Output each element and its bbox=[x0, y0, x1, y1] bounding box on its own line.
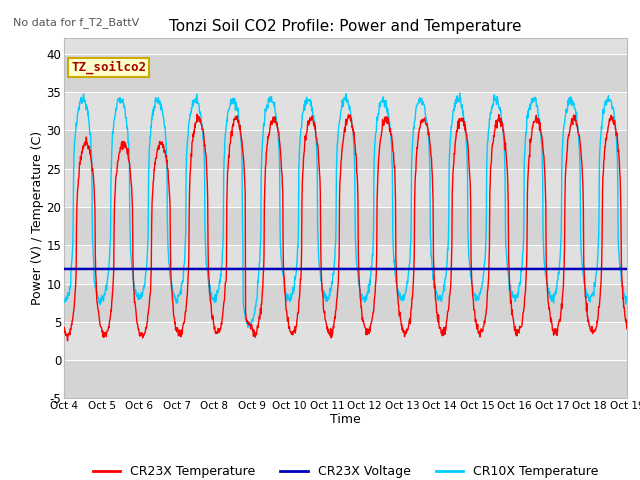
Bar bbox=[64, 360, 627, 398]
Bar bbox=[64, 54, 627, 92]
Y-axis label: Power (V) / Temperature (C): Power (V) / Temperature (C) bbox=[31, 132, 44, 305]
Bar bbox=[64, 207, 627, 245]
Title: Tonzi Soil CO2 Profile: Power and Temperature: Tonzi Soil CO2 Profile: Power and Temper… bbox=[170, 20, 522, 35]
Bar bbox=[64, 284, 627, 322]
Text: TZ_soilco2: TZ_soilco2 bbox=[71, 61, 147, 74]
X-axis label: Time: Time bbox=[330, 413, 361, 426]
Text: No data for f_T2_BattV: No data for f_T2_BattV bbox=[13, 17, 139, 28]
Bar bbox=[64, 130, 627, 168]
Legend: CR23X Temperature, CR23X Voltage, CR10X Temperature: CR23X Temperature, CR23X Voltage, CR10X … bbox=[88, 460, 604, 480]
